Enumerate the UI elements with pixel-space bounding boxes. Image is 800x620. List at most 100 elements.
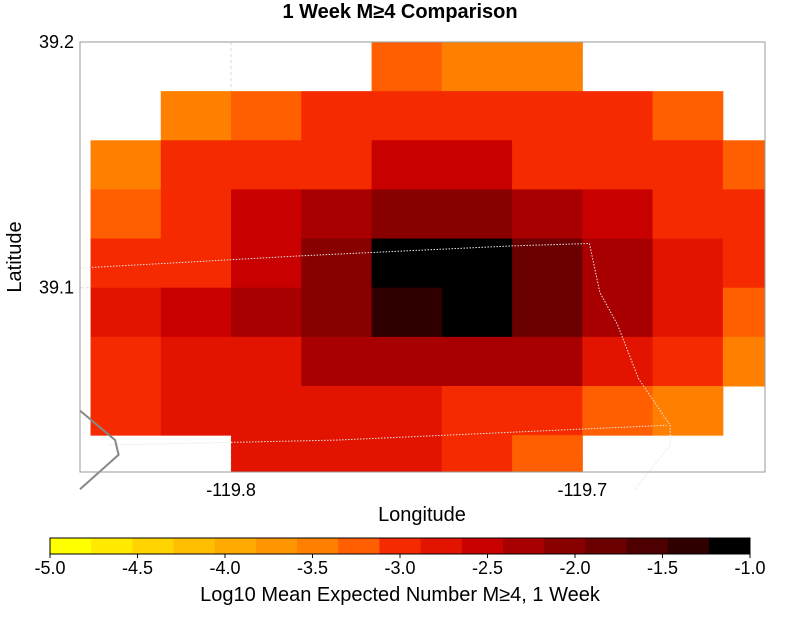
colorbar-segment [420, 538, 463, 554]
heatmap-cell [652, 238, 724, 289]
heatmap-cell [441, 140, 513, 190]
heatmap-cell [441, 386, 513, 436]
heatmap-cell [371, 435, 443, 473]
colorbar-tick-label: -2.5 [472, 558, 503, 578]
heatmap-cell [301, 91, 373, 141]
y-tick-label: 39.2 [39, 32, 74, 52]
heatmap-cell [90, 189, 162, 240]
heatmap-cell [441, 189, 513, 240]
heatmap-cell [231, 91, 302, 141]
colorbar-segment [255, 538, 298, 554]
heatmap-cell [512, 386, 583, 436]
colorbar-label: Log10 Mean Expected Number M≥4, 1 Week [200, 584, 601, 606]
colorbar-segment [91, 538, 133, 554]
heatmap-cell [652, 189, 724, 240]
heatmap-cell [231, 238, 302, 289]
heatmap-cell [371, 140, 443, 190]
heatmap-cell [441, 287, 513, 338]
heatmap-cell [582, 287, 654, 338]
heatmap-cell [722, 287, 766, 338]
colorbar-segment [214, 538, 257, 554]
x-tick-label: -119.7 [557, 480, 607, 500]
colorbar-segment [338, 538, 380, 554]
heatmap-cell [371, 238, 443, 289]
heatmap-cell [160, 287, 232, 338]
heatmap-cell [652, 91, 724, 141]
heatmap-cell [512, 189, 583, 240]
heatmap-cell [722, 189, 766, 240]
colorbar-tick-label: -3.5 [297, 558, 328, 578]
x-axis-label: Longitude [378, 504, 466, 526]
heatmap-cell [231, 189, 302, 240]
heatmap-cell [722, 140, 766, 190]
y-tick-label: 39.1 [39, 278, 74, 298]
heatmap-cell [371, 189, 443, 240]
colorbar-segment [667, 538, 710, 554]
heatmap-cell [441, 336, 513, 387]
heatmap-cell [441, 42, 513, 92]
colorbar-tick-label: -4.5 [122, 558, 153, 578]
heatmap-cell [371, 287, 443, 338]
heatmap-cell [722, 336, 766, 387]
heatmap-cell [160, 91, 232, 141]
heatmap-cell [160, 336, 232, 387]
plot-frame [79, 41, 766, 473]
heatmap-cell [652, 336, 724, 387]
heatmap-cell [231, 336, 302, 387]
heatmap-cell [90, 238, 162, 289]
heatmap-cell [441, 238, 513, 289]
heatmap-cell [231, 386, 302, 436]
heatmap-cell [512, 238, 583, 289]
heatmap-cell [441, 435, 513, 473]
heatmap-cell [231, 435, 302, 473]
heatmap-cell [160, 140, 232, 190]
boundary-line [79, 243, 590, 269]
colorbar-segment [461, 538, 504, 554]
heatmap-cell [582, 336, 654, 387]
chart-title: 1 Week M≥4 Comparison [282, 1, 517, 23]
heatmap-cell [160, 189, 232, 240]
colorbar-tick-label: -3.0 [384, 558, 415, 578]
heatmap-cell [231, 140, 302, 190]
heatmap-cell [512, 42, 583, 92]
heatmap-cell [512, 140, 583, 190]
colorbar-tick-label: -1.0 [734, 558, 765, 578]
heatmap-cell [160, 386, 232, 436]
colorbar-segment [132, 538, 175, 554]
heatmap-cells [90, 42, 766, 473]
heatmap-cell [301, 287, 373, 338]
heatmap-cell [301, 435, 373, 473]
colorbar-tick-label: -5.0 [34, 558, 65, 578]
colorbar [49, 537, 751, 555]
colorbar-segment [585, 538, 627, 554]
colorbar-segment [544, 538, 586, 554]
heatmap-cell [512, 287, 583, 338]
colorbar-segment [626, 538, 669, 554]
colorbar-segment [502, 538, 545, 554]
heatmap-cell [371, 386, 443, 436]
colorbar-segment [708, 538, 751, 554]
heatmap-cell [301, 386, 373, 436]
heatmap-cell [512, 435, 583, 473]
heatmap-cell [231, 287, 302, 338]
heatmap-cell [160, 238, 232, 289]
heatmap-cell [582, 238, 654, 289]
y-axis-label: Latitude [4, 221, 26, 292]
heatmap-cell [441, 91, 513, 141]
heatmap-cell [582, 386, 654, 436]
colorbar-segment [297, 538, 339, 554]
colorbar-segment [379, 538, 422, 554]
colorbar-tick-label: -4.0 [209, 558, 240, 578]
heatmap-cell [301, 238, 373, 289]
colorbar-segment [50, 538, 92, 554]
heatmap-cell [722, 238, 766, 289]
boundary-line [108, 424, 667, 446]
heatmap-cell [582, 91, 654, 141]
heatmap-cell [90, 336, 162, 387]
heatmap-cell [512, 336, 583, 387]
colorbar-segment [173, 538, 216, 554]
x-axis-ticks: -119.8 -119.7 [206, 480, 607, 500]
heatmap-cell [90, 140, 162, 190]
heatmap-cell [512, 91, 583, 141]
